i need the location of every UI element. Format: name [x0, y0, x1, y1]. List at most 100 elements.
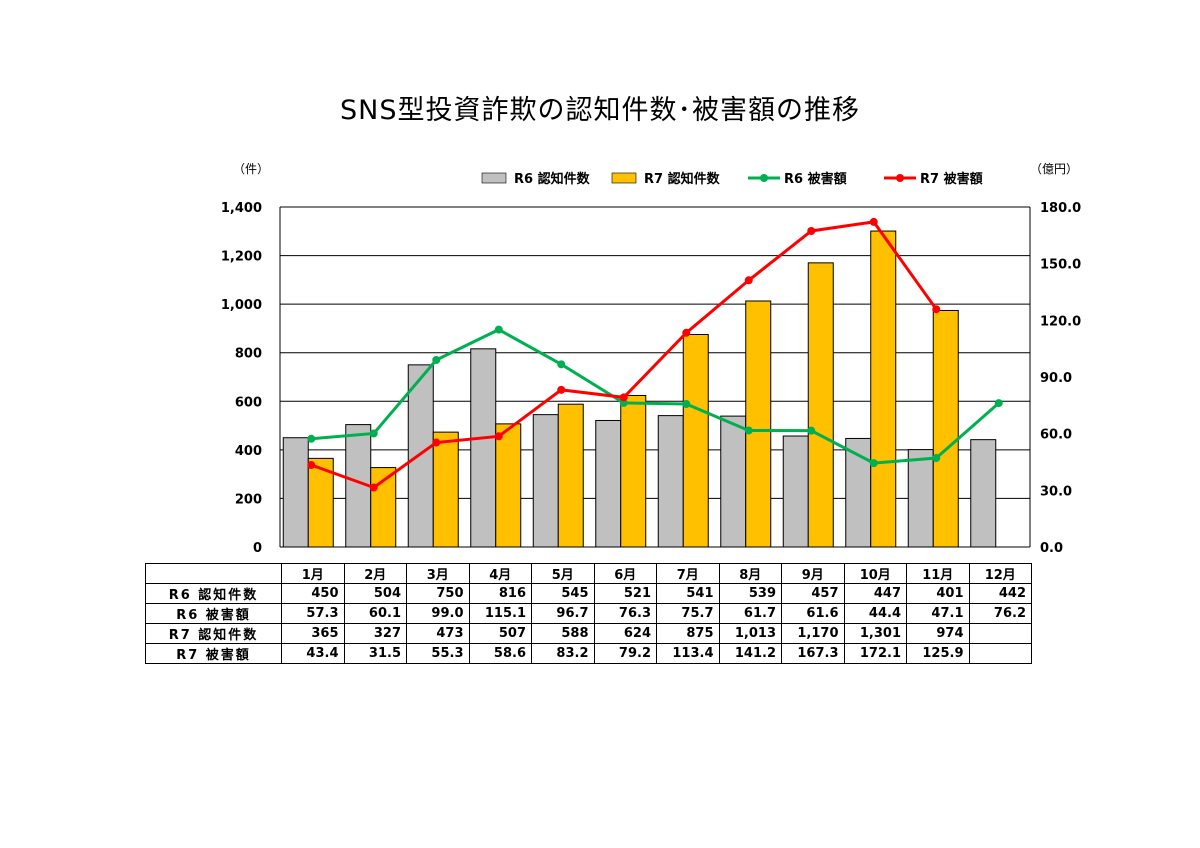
table-row-label: R7 認知件数 [145, 623, 282, 644]
point-R6 被害額 [557, 360, 566, 369]
table-month-header: 2月 [343, 563, 407, 584]
table-cell: 75.7 [656, 603, 720, 624]
table-cell: 1,170 [781, 623, 845, 644]
table-cell: 83.2 [531, 643, 595, 664]
bar-R7 認知件数 [682, 334, 709, 548]
y2-tick-label: 180.0 [1040, 201, 1081, 216]
table-month-header: 12月 [968, 563, 1032, 584]
table-cell: 125.9 [906, 643, 970, 664]
legend-marker [760, 174, 768, 182]
table-month-header: 10月 [843, 563, 907, 584]
y-tick-label: 0 [253, 541, 262, 556]
table-cell: 588 [531, 623, 595, 644]
point-R6 被害額 [744, 426, 753, 435]
legend-label: R7 被害額 [920, 171, 983, 187]
table-row: R6 被害額 57.3 60.1 99.0 115.1 96.7 76.3 75.7 61.7 6… [145, 603, 1032, 624]
table-month-header: 8月 [718, 563, 782, 584]
point-R6 被害額 [307, 434, 316, 443]
table-cell: 365 [281, 623, 345, 644]
table-cell [968, 623, 1032, 644]
table-month-header: 3月 [406, 563, 470, 584]
y-tick-label: 1,400 [221, 201, 262, 216]
bar-R6 認知件数 [532, 414, 559, 548]
table-cell: 974 [906, 623, 970, 644]
table-cell: 521 [593, 583, 657, 604]
y2-tick-label: 150.0 [1040, 258, 1081, 273]
table-cell: 141.2 [718, 643, 782, 664]
table-row-label: R7 被害額 [145, 643, 282, 664]
point-R6 被害額 [807, 426, 816, 435]
point-R7 被害額 [744, 276, 753, 285]
table-cell [968, 643, 1032, 664]
table-cell: 401 [906, 583, 970, 604]
point-R6 被害額 [932, 454, 941, 463]
y2-tick-label: 60.0 [1040, 428, 1072, 443]
table-row: R6 認知件数 450 504 750 816 545 521 541 539 457 447 401… [145, 583, 1032, 604]
y-tick-label: 400 [235, 444, 262, 459]
table-cell: 442 [968, 583, 1032, 604]
table-cell: 450 [281, 583, 345, 604]
bar-R6 認知件数 [845, 437, 872, 548]
table-cell: 447 [843, 583, 907, 604]
bar-R6 認知件数 [782, 435, 809, 548]
table-cell: 115.1 [468, 603, 532, 624]
table-row-label: R6 被害額 [145, 603, 282, 624]
bar-R7 認知件数 [870, 230, 897, 548]
point-R6 被害額 [494, 325, 503, 334]
table-cell: 875 [656, 623, 720, 644]
table-cell: 327 [343, 623, 407, 644]
table-cell: 473 [406, 623, 470, 644]
bar-R6 認知件数 [282, 437, 309, 548]
y2-tick-label: 120.0 [1040, 314, 1081, 329]
legend-swatch [481, 172, 507, 184]
table-cell: 816 [468, 583, 532, 604]
point-R7 被害額 [307, 461, 316, 470]
table-cell: 541 [656, 583, 720, 604]
table-cell: 44.4 [843, 603, 907, 624]
table-month-header: 7月 [656, 563, 720, 584]
y2-tick-label: 90.0 [1040, 371, 1072, 386]
table-cell: 457 [781, 583, 845, 604]
table-cell: 55.3 [406, 643, 470, 664]
table-cell: 61.7 [718, 603, 782, 624]
point-R6 被害額 [369, 429, 378, 438]
table-cell: 539 [718, 583, 782, 604]
chart-title: SNS型投資詐欺の認知件数･被害額の推移 [340, 95, 860, 126]
y2-tick-label: 30.0 [1040, 484, 1072, 499]
legend-marker [896, 174, 904, 182]
table-cell: 545 [531, 583, 595, 604]
legend-swatch [611, 172, 637, 184]
bar-R7 認知件数 [932, 309, 959, 548]
y-tick-label: 200 [235, 492, 262, 507]
table-cell: 43.4 [281, 643, 345, 664]
table-cell: 76.2 [968, 603, 1032, 624]
bar-R6 認知件数 [657, 415, 684, 548]
table-cell: 504 [343, 583, 407, 604]
bar-R6 認知件数 [595, 419, 622, 548]
point-R7 被害額 [494, 432, 503, 441]
table-cell: 47.1 [906, 603, 970, 624]
bar-R6 認知件数 [720, 415, 747, 548]
legend-label: R7 認知件数 [644, 171, 721, 187]
bar-R7 認知件数 [557, 403, 584, 548]
table-cell: 61.6 [781, 603, 845, 624]
bar-R6 認知件数 [407, 364, 434, 548]
legend-label: R6 被害額 [784, 171, 847, 187]
table-row: R7 認知件数 365 327 473 507 588 624 875 1,013 1,170 1,… [145, 623, 1032, 644]
y2-tick-label: 0.0 [1040, 541, 1063, 556]
bar-R7 認知件数 [745, 300, 772, 548]
bar-R6 認知件数 [470, 348, 497, 548]
table-month-header: 5月 [531, 563, 595, 584]
data-table: 1月 2月 3月 4月 5月 6月 7月 8月 9月 10月 11月 12月 R6 認知件数 450 504… [145, 563, 1032, 664]
table-cell: 76.3 [593, 603, 657, 624]
table-cell: 31.5 [343, 643, 407, 664]
y-tick-label: 800 [235, 347, 262, 362]
table-cell: 96.7 [531, 603, 595, 624]
table-cell: 507 [468, 623, 532, 644]
point-R6 被害額 [682, 400, 691, 409]
table-month-header: 1月 [281, 563, 345, 584]
table-cell: 624 [593, 623, 657, 644]
combo-chart: 0 200 400 600 800 1,000 1,200 1,400 0.0 30.0 60.0 9… [221, 171, 1081, 556]
legend-label: R6 認知件数 [514, 171, 591, 187]
left-axis-unit: （件） [233, 162, 270, 176]
